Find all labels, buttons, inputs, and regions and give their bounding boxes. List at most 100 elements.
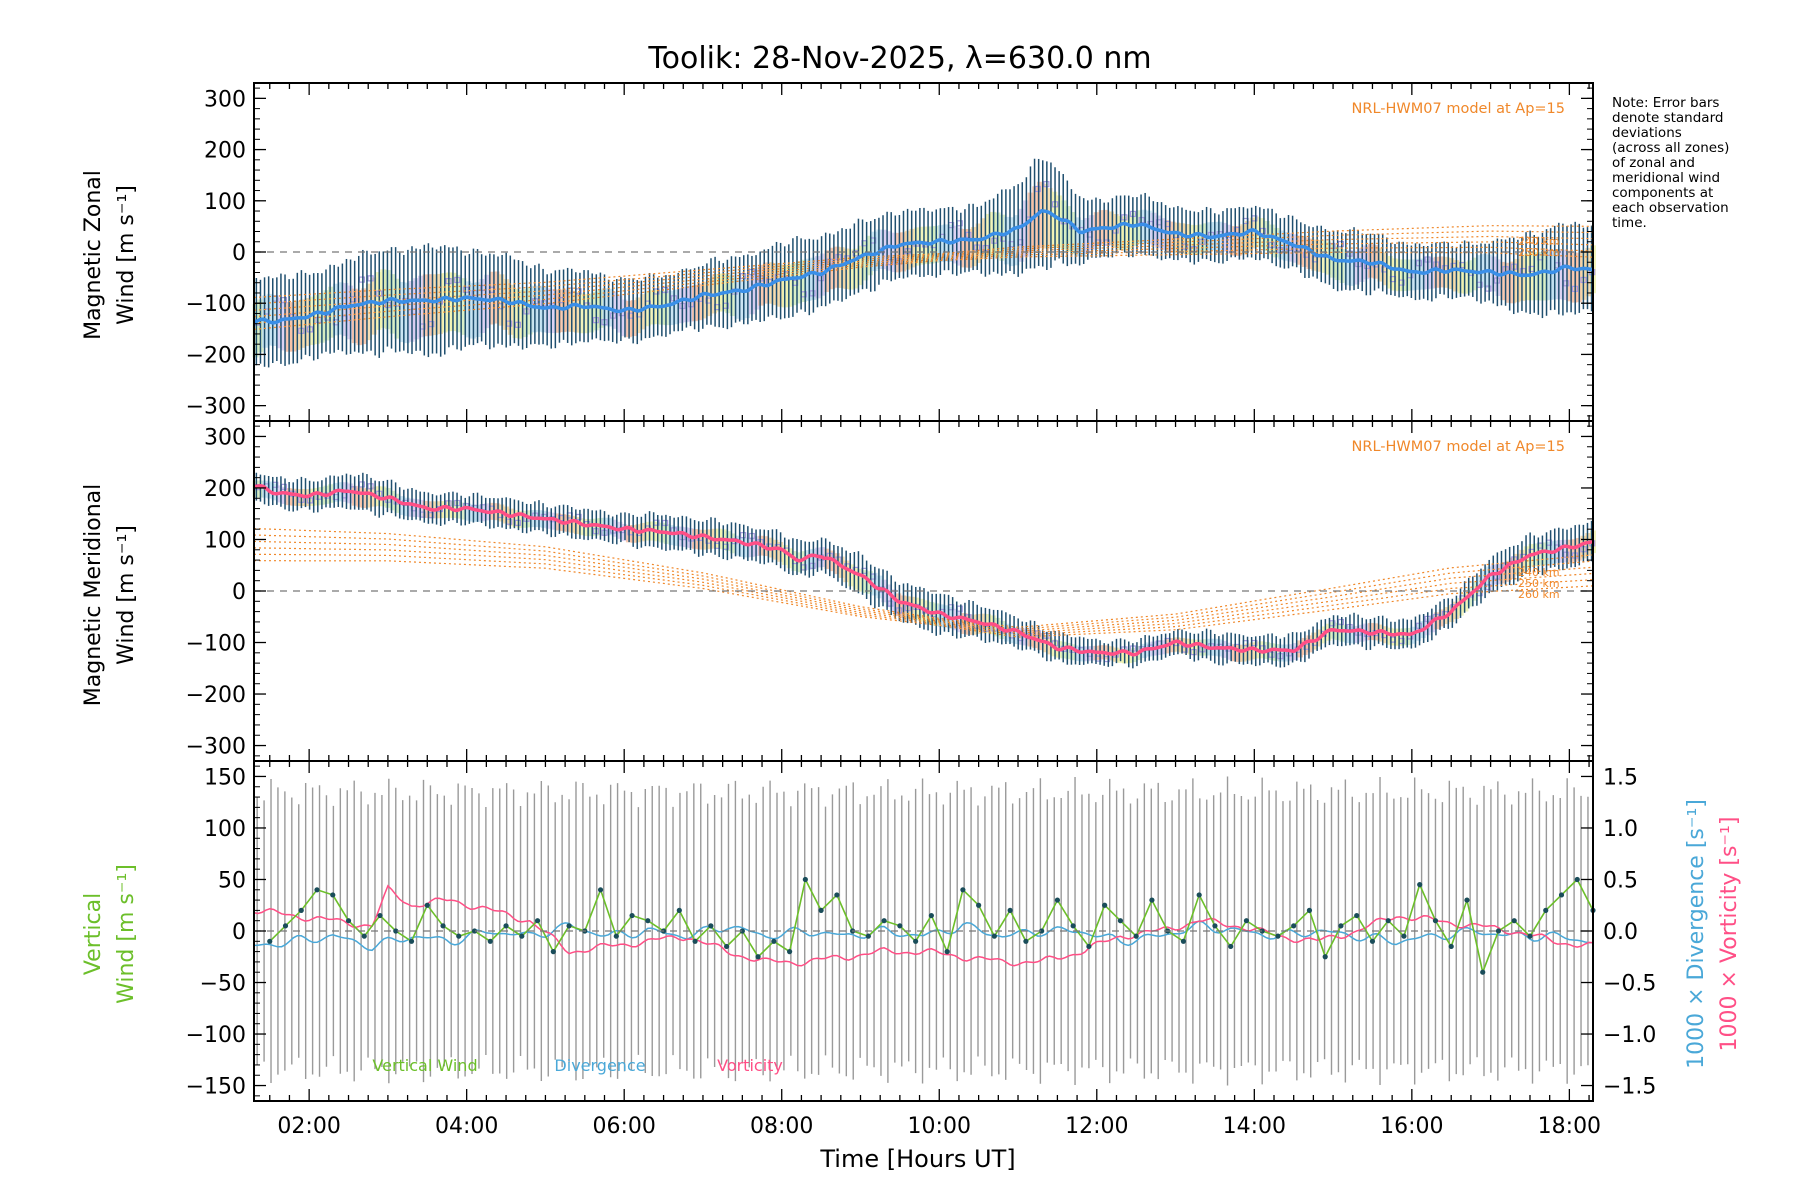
zonal-ylabel-line1: Magnetic Zonal [81, 170, 106, 340]
error-bar-note: Note: Error bars denote standard deviati… [1612, 95, 1730, 231]
zone-spread-bar [1282, 644, 1289, 662]
zone-marker [1563, 280, 1570, 287]
zone-spread-bar [1013, 215, 1020, 266]
vertical-wind-point [645, 918, 651, 924]
zone-spread-bar [1386, 627, 1393, 645]
zone-spread-bar [701, 529, 708, 550]
zone-marker [1337, 618, 1345, 626]
vertical-wind-point [377, 912, 383, 919]
vertical-wind-point [834, 892, 840, 898]
zone-spread-bar [394, 493, 401, 513]
vertical-wind-point [1117, 918, 1124, 924]
zone-spread-bar [682, 527, 689, 548]
meridional-ylabel-line1: Magnetic Meridional [81, 484, 106, 706]
zone-spread-bar [1041, 635, 1048, 653]
x-tick-label: 10:00 [908, 1114, 971, 1139]
model-height-label: 240 km [1518, 566, 1560, 579]
zone-spread-bar [734, 535, 741, 556]
zone-spread-bar [266, 293, 273, 346]
zone-spread-bar [1221, 222, 1228, 252]
zone-spread-bar [668, 525, 675, 546]
y-tick-label: 0 [232, 920, 246, 945]
vertical-wind-point [1527, 933, 1533, 939]
zone-spread-bar [791, 551, 798, 571]
zone-spread-bar [1174, 637, 1181, 652]
zone-spread-bar [588, 519, 595, 537]
zone-spread-bar [389, 490, 396, 511]
y-tick-label: 50 [218, 868, 246, 893]
zone-spread-bar [276, 297, 283, 349]
y-tick-label: 300 [204, 87, 246, 112]
x-tick-label: 14:00 [1223, 1114, 1286, 1139]
vertical-wind-point [597, 887, 604, 893]
model-curve [253, 225, 1593, 299]
vertical-wind-point [534, 918, 541, 924]
vertical-wind-point [1385, 918, 1391, 924]
vertical-wind-point [1338, 923, 1344, 929]
zone-spread-bar [1353, 250, 1360, 285]
zone-spread-bar [1561, 539, 1568, 563]
zone-spread-bar [800, 259, 807, 302]
x-tick-label: 18:00 [1538, 1114, 1601, 1139]
zone-marker [887, 600, 894, 607]
vertical-wind-point [881, 918, 887, 924]
vorticity-line [253, 884, 1594, 967]
zone-spread-bar [314, 295, 321, 345]
zone-spread-bar [361, 488, 368, 509]
y-tick-label: −150 [186, 1075, 246, 1100]
vertical-wind-point [1495, 928, 1502, 934]
vertical-wind-point [913, 938, 919, 944]
zone-spread-bar [512, 288, 519, 339]
zone-spread-bar [271, 294, 278, 346]
zone-spread-bar [389, 274, 396, 334]
zone-spread-bar [1226, 224, 1233, 254]
vertical-wind-point [1369, 938, 1376, 944]
vertical-wind-point [1354, 912, 1360, 919]
zone-spread-bar [644, 291, 651, 327]
zone-spread-bar [526, 287, 533, 335]
y-tick-label: −300 [186, 735, 246, 760]
vertical-wind-point [440, 923, 446, 929]
chart-title: Toolik: 28-Nov-2025, λ=630.0 nm [647, 41, 1151, 76]
zonal-ylabel-line2: Wind [m s⁻¹] [114, 185, 139, 325]
vertical-wind-point [613, 933, 619, 939]
vertical-wind-point [1401, 933, 1407, 939]
vertical-wind-point [550, 949, 556, 955]
zone-spread-bar [1566, 539, 1573, 563]
vertical-wind-point [1243, 918, 1250, 924]
zone-spread-bar [417, 275, 424, 338]
zone-spread-bar [1358, 624, 1365, 642]
zone-spread-bar [1400, 259, 1407, 292]
y-tick-label: −50 [200, 972, 246, 997]
zone-spread-bar [890, 589, 897, 612]
zone-spread-bar [365, 283, 372, 341]
model-height-label: 260 km [1518, 588, 1560, 601]
zone-spread-bar [1037, 181, 1044, 249]
zone-spread-bar [280, 300, 287, 351]
zone-spread-bar [729, 277, 736, 317]
zone-spread-bar [394, 278, 401, 339]
zone-spread-bar [895, 593, 902, 617]
meridional-wind-panel: 300 200 100 0 −100 −200 −300 NRL-HWM07 model at… [186, 420, 1596, 762]
zone-spread-bar [734, 279, 741, 319]
vertical-wind-point [393, 928, 399, 934]
vertical-wind-point [865, 933, 871, 939]
zone-spread-bar [517, 290, 524, 339]
vertical-wind-point [361, 933, 367, 939]
y-tick-label: −200 [186, 343, 246, 368]
zone-spread-bar [1126, 648, 1133, 664]
zone-spread-bar [621, 299, 628, 337]
zone-spread-bar [432, 274, 439, 336]
model-curve [253, 235, 1594, 311]
y-tick-label: −100 [186, 632, 246, 657]
y2-tick-label: 0.5 [1603, 868, 1638, 893]
zone-spread-bar [956, 227, 963, 266]
vertical-wind-point [487, 938, 493, 944]
vertical-ylabel-line2: Wind [m s⁻¹] [114, 864, 139, 1004]
zone-spread-bar [673, 526, 680, 546]
zone-spread-bar [1193, 639, 1200, 656]
zone-spread-bar [1348, 252, 1355, 286]
zone-spread-bar [1405, 259, 1412, 291]
zone-spread-bar [909, 228, 916, 268]
vertical-wind-point [802, 876, 808, 883]
